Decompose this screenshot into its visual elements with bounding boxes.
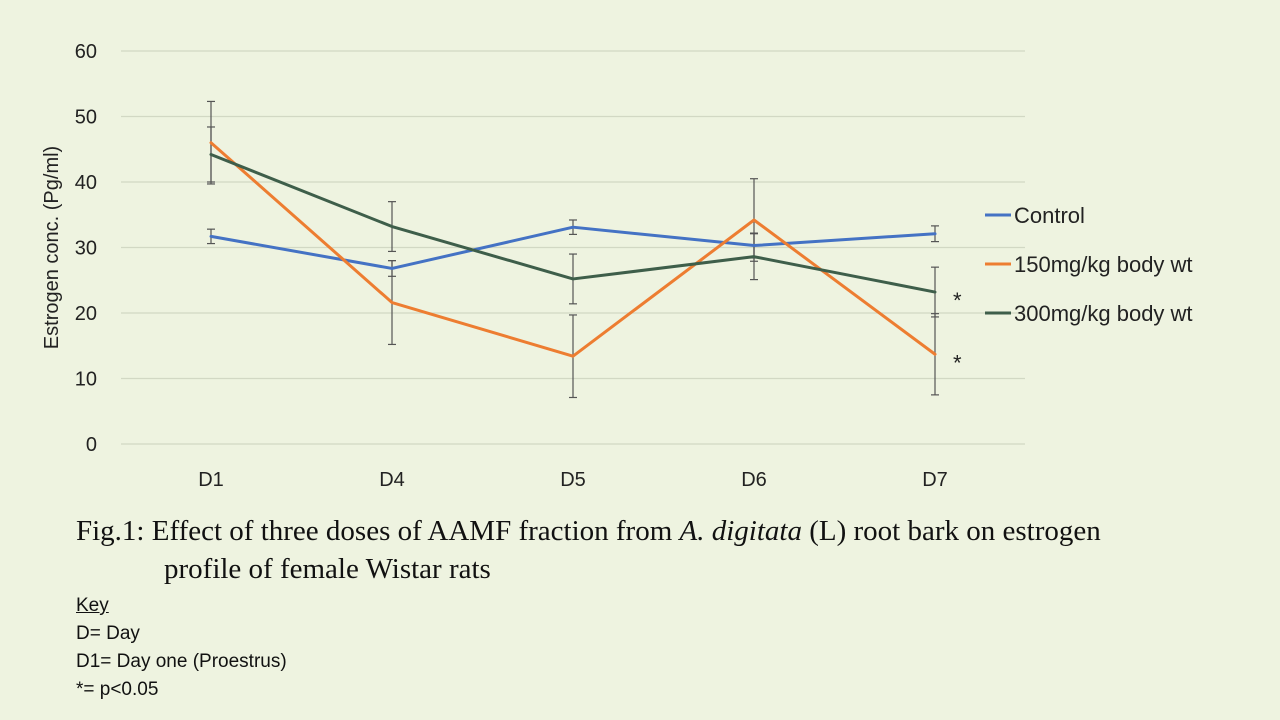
significance-annotations: ** bbox=[953, 288, 962, 375]
legend-label: Control bbox=[1014, 203, 1085, 228]
series-lines bbox=[209, 141, 937, 358]
y-tick-label: 60 bbox=[75, 41, 97, 63]
x-tick-label: D7 bbox=[922, 469, 948, 491]
y-tick-label: 10 bbox=[75, 369, 97, 391]
x-tick-label: D4 bbox=[379, 469, 405, 491]
caption-suffix: (L) root bark on estrogen bbox=[801, 515, 1101, 547]
key-title: Key bbox=[76, 595, 109, 616]
legend-item-300mg-kg-body-wt: 300mg/kg body wt bbox=[985, 301, 1193, 326]
line-chart: 0 10 20 30 40 50 60 D1 D4 D5 D6 D7 Estrogen conc. … bbox=[41, 41, 1193, 491]
caption-line2: profile of female Wistar rats bbox=[164, 553, 491, 585]
y-tick-label: 20 bbox=[75, 303, 97, 325]
series-line-control bbox=[209, 225, 937, 270]
legend-label: 300mg/kg body wt bbox=[1014, 301, 1193, 326]
x-tick-label: D6 bbox=[741, 469, 767, 491]
significance-marker: * bbox=[953, 288, 962, 313]
error-bars bbox=[207, 100, 939, 399]
x-tick-label: D1 bbox=[198, 469, 224, 491]
y-axis-ticks: 0 10 20 30 40 50 60 bbox=[75, 41, 97, 456]
figure-caption: Fig.1: Effect of three doses of AAMF fra… bbox=[76, 512, 1256, 588]
x-tick-label: D5 bbox=[560, 469, 586, 491]
caption-species: A. digitata bbox=[679, 515, 802, 547]
caption-prefix: Fig.1: Effect of three doses of AAMF fra… bbox=[76, 515, 680, 547]
series-line-150mg-kg-body-wt bbox=[209, 141, 937, 358]
legend: Control 150mg/kg body wt 300mg/kg body wt bbox=[985, 203, 1193, 326]
legend-item-control: Control bbox=[985, 203, 1085, 228]
y-tick-label: 40 bbox=[75, 172, 97, 194]
legend-label: 150mg/kg body wt bbox=[1014, 252, 1193, 277]
series-layer bbox=[207, 100, 939, 399]
series-line-300mg-kg-body-wt bbox=[209, 152, 937, 294]
key-line-day-one: D1= Day one (Proestrus) bbox=[76, 651, 287, 672]
key-line-significance: *= p<0.05 bbox=[76, 679, 159, 700]
y-tick-label: 0 bbox=[86, 434, 97, 456]
significance-marker: * bbox=[953, 350, 962, 375]
key-block: Key D= Day D1= Day one (Proestrus) *= p<… bbox=[76, 592, 287, 704]
legend-item-150mg-kg-body-wt: 150mg/kg body wt bbox=[985, 252, 1193, 277]
y-axis-label: Estrogen conc. (Pg/ml) bbox=[41, 146, 63, 349]
y-tick-label: 30 bbox=[75, 238, 97, 260]
x-axis-ticks: D1 D4 D5 D6 D7 bbox=[198, 469, 948, 491]
key-line-day: D= Day bbox=[76, 623, 140, 644]
y-tick-label: 50 bbox=[75, 107, 97, 129]
